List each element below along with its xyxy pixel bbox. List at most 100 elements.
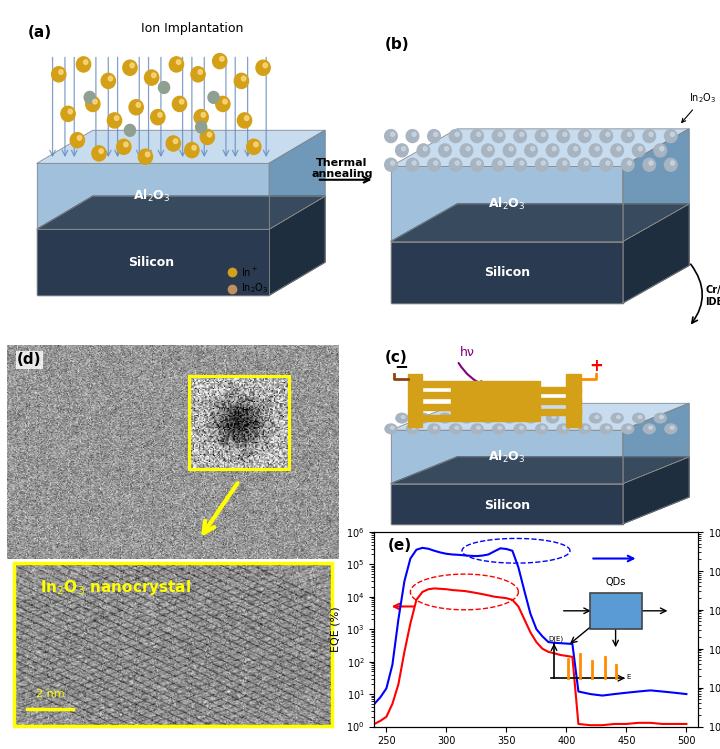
Circle shape [649, 161, 653, 165]
Circle shape [531, 147, 535, 151]
Circle shape [417, 144, 430, 157]
Circle shape [482, 413, 494, 423]
Circle shape [439, 413, 451, 423]
Circle shape [670, 133, 675, 136]
Polygon shape [451, 409, 582, 415]
Circle shape [487, 147, 492, 151]
Polygon shape [391, 430, 623, 484]
Circle shape [449, 130, 462, 142]
Circle shape [253, 142, 258, 147]
Circle shape [611, 144, 624, 157]
Circle shape [455, 133, 459, 136]
Circle shape [99, 149, 104, 154]
Circle shape [520, 426, 523, 429]
Circle shape [179, 100, 184, 104]
Circle shape [633, 413, 644, 423]
Circle shape [585, 161, 588, 165]
Circle shape [590, 413, 602, 423]
Circle shape [428, 158, 441, 172]
Circle shape [406, 158, 419, 172]
Polygon shape [37, 196, 325, 229]
Text: Ion Implantation: Ion Implantation [140, 22, 243, 34]
Circle shape [71, 133, 84, 148]
Circle shape [423, 147, 427, 151]
Circle shape [546, 144, 559, 157]
Circle shape [402, 147, 405, 151]
Circle shape [92, 146, 106, 161]
Polygon shape [408, 374, 423, 428]
Circle shape [498, 161, 503, 165]
Circle shape [158, 112, 162, 117]
Circle shape [455, 426, 459, 429]
Circle shape [169, 57, 184, 72]
Circle shape [536, 158, 548, 172]
Text: D(E): D(E) [549, 636, 564, 643]
Circle shape [536, 424, 548, 434]
Circle shape [563, 426, 567, 429]
Circle shape [52, 67, 66, 82]
Circle shape [665, 130, 677, 142]
Polygon shape [391, 404, 689, 430]
Circle shape [670, 426, 674, 429]
Circle shape [84, 60, 88, 64]
Circle shape [541, 161, 545, 165]
Circle shape [208, 91, 219, 103]
Circle shape [406, 130, 419, 142]
Circle shape [444, 416, 448, 419]
Text: −: − [395, 357, 408, 375]
Text: +: + [590, 357, 603, 375]
Polygon shape [420, 404, 540, 410]
Circle shape [200, 130, 215, 145]
Circle shape [194, 109, 208, 125]
Circle shape [412, 133, 416, 136]
Polygon shape [391, 241, 623, 303]
Circle shape [643, 158, 656, 172]
Circle shape [138, 149, 153, 164]
Circle shape [191, 67, 205, 82]
Circle shape [670, 161, 675, 165]
Circle shape [222, 100, 228, 104]
Circle shape [616, 416, 621, 419]
Circle shape [201, 112, 205, 117]
Circle shape [649, 426, 652, 429]
Circle shape [396, 413, 408, 423]
Polygon shape [391, 129, 689, 166]
Text: Al$_2$O$_3$: Al$_2$O$_3$ [488, 449, 526, 465]
Circle shape [86, 97, 100, 112]
Polygon shape [37, 229, 269, 295]
Circle shape [557, 158, 570, 172]
Circle shape [498, 426, 502, 429]
Text: Cr/Au
IDE: Cr/Au IDE [706, 285, 720, 307]
Circle shape [449, 424, 462, 434]
Circle shape [574, 416, 577, 419]
Circle shape [471, 158, 483, 172]
Text: (b): (b) [384, 37, 409, 52]
Circle shape [107, 113, 122, 128]
Circle shape [525, 413, 537, 423]
Circle shape [412, 161, 416, 165]
Circle shape [654, 413, 666, 423]
Circle shape [611, 413, 623, 423]
Circle shape [568, 144, 580, 157]
Circle shape [600, 424, 612, 434]
Circle shape [418, 413, 429, 423]
Circle shape [621, 158, 634, 172]
Polygon shape [37, 130, 325, 163]
Circle shape [466, 147, 470, 151]
Circle shape [632, 144, 645, 157]
Circle shape [579, 424, 590, 434]
Polygon shape [420, 392, 540, 398]
Circle shape [514, 130, 526, 142]
Circle shape [385, 424, 397, 434]
Circle shape [574, 147, 577, 151]
Text: (a): (a) [28, 25, 52, 40]
Circle shape [492, 130, 505, 142]
Circle shape [477, 426, 480, 429]
Circle shape [152, 73, 156, 78]
Circle shape [93, 100, 97, 104]
Circle shape [531, 416, 534, 419]
Circle shape [68, 109, 73, 114]
Circle shape [487, 416, 491, 419]
Circle shape [482, 144, 495, 157]
Circle shape [198, 70, 202, 74]
